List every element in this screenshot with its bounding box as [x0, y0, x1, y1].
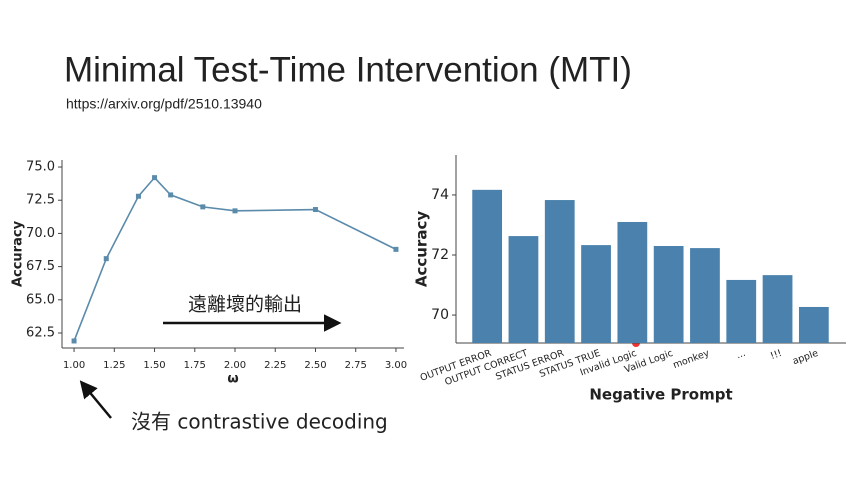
bar [617, 221, 648, 343]
x-tick-label: 1.25 [103, 360, 125, 371]
y-tick-label: 62.5 [26, 325, 55, 340]
y-tick-label: 72.5 [26, 193, 55, 208]
slide-url: https://arxiv.org/pdf/2510.13940 [66, 96, 262, 112]
bar [798, 306, 829, 343]
x-tick-label: 3.00 [385, 360, 407, 371]
x-tick-label: 1.75 [184, 360, 206, 371]
point [168, 192, 174, 198]
annotation-arrow [79, 380, 112, 419]
bar [472, 189, 503, 343]
x-axis-label: ω [227, 372, 238, 387]
x-tick-label: 2.50 [304, 360, 326, 371]
line [73, 176, 397, 342]
y-tick-label: 72 [431, 247, 449, 263]
bar [544, 200, 575, 343]
bar [581, 245, 611, 343]
bar [653, 245, 684, 343]
bar [726, 279, 757, 343]
x-tick-label: !!! [769, 348, 784, 362]
y-tick-label: 70 [431, 307, 449, 323]
point [135, 193, 141, 199]
bar [762, 275, 793, 343]
point [232, 208, 238, 214]
x-tick-label: 2.00 [224, 360, 246, 371]
x-tick-label: 1.50 [143, 360, 165, 371]
x-tick-label: 2.25 [264, 360, 286, 371]
point [393, 246, 399, 252]
y-axis-label: Accuracy [11, 220, 26, 287]
point [103, 256, 109, 262]
point [152, 175, 158, 181]
x-tick-label: 1.00 [63, 360, 85, 371]
annotation: 遠離壞的輸出 [188, 294, 302, 316]
y-tick-label: 67.5 [26, 259, 55, 274]
x-axis-label: Negative Prompt [589, 386, 732, 404]
y-axis-label: Accuracy [413, 211, 431, 287]
y-tick-label: 74 [431, 187, 449, 203]
y-tick-label: 65.0 [26, 292, 55, 307]
annotation: 沒有 contrastive decoding [131, 410, 388, 434]
x-tick-label: 2.75 [345, 360, 367, 371]
x-tick-label: monkey [672, 348, 712, 371]
x-tick-label: ... [735, 348, 747, 361]
point [200, 204, 206, 210]
y-tick-label: 75.0 [26, 160, 55, 175]
y-tick-label: 70.0 [26, 226, 55, 241]
slide-title: Minimal Test-Time Intervention (MTI) [64, 50, 632, 89]
point [71, 338, 77, 344]
bar [690, 248, 720, 343]
bar [508, 236, 539, 343]
x-tick-label: apple [791, 348, 820, 367]
point [312, 207, 318, 213]
